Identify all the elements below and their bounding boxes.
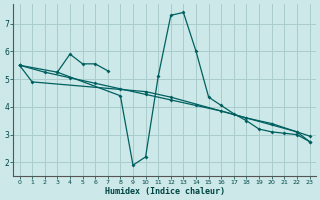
X-axis label: Humidex (Indice chaleur): Humidex (Indice chaleur) — [105, 187, 225, 196]
